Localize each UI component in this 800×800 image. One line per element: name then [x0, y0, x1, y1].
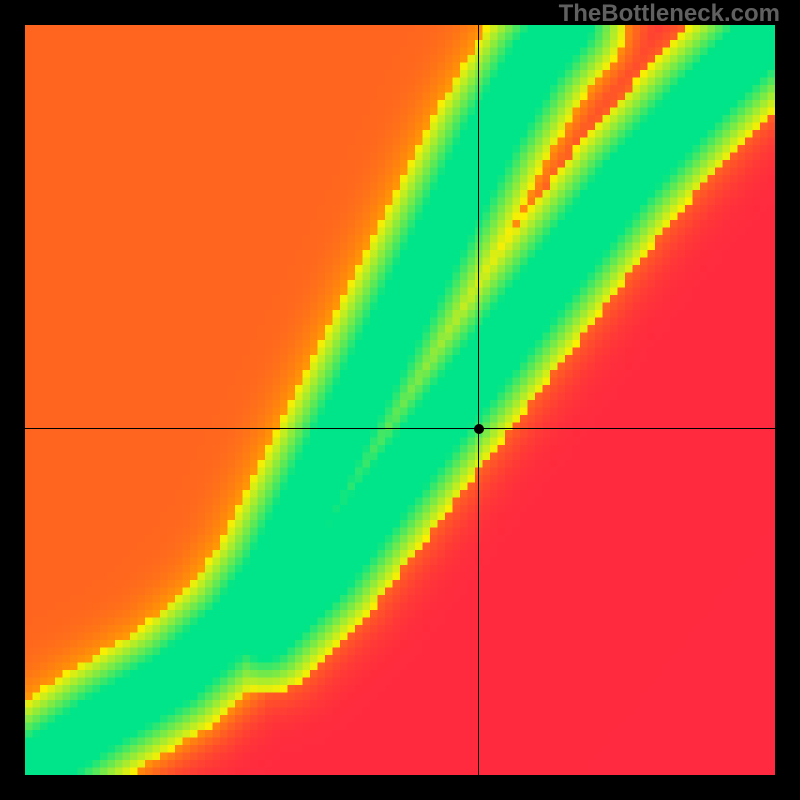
bottleneck-heatmap	[25, 25, 775, 775]
crosshair-marker	[474, 424, 484, 434]
chart-container: TheBottleneck.com	[0, 0, 800, 800]
crosshair-vertical	[478, 25, 479, 775]
watermark-text: TheBottleneck.com	[559, 0, 780, 28]
crosshair-horizontal	[25, 428, 775, 429]
